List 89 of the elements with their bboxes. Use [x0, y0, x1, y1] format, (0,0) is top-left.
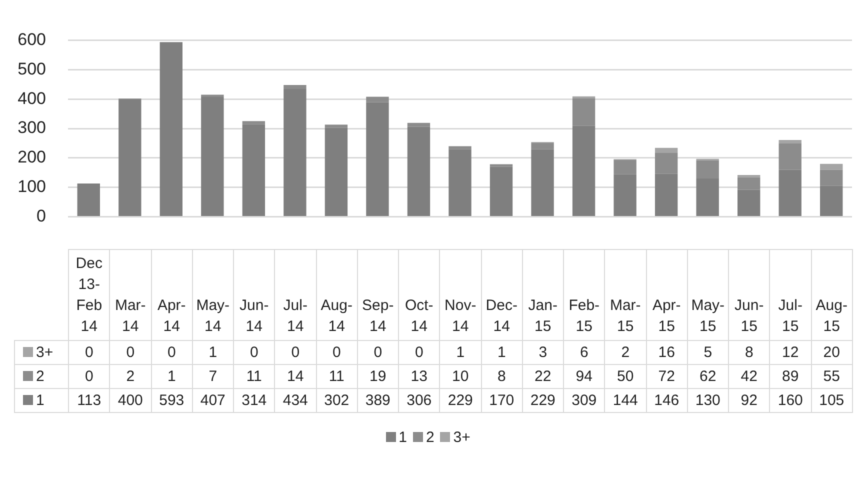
data-label: 0 — [151, 340, 192, 364]
data-label: 22 — [522, 364, 564, 388]
text: 3+ — [453, 429, 470, 446]
y-tick-label: 0 — [36, 206, 46, 226]
data-label: 434 — [274, 388, 316, 412]
data-label: 94 — [564, 364, 605, 388]
data-label: 1 — [151, 364, 192, 388]
legend-label: 2 — [36, 368, 44, 385]
data-label: 0 — [68, 364, 110, 388]
y-tick-label: 200 — [18, 148, 46, 167]
x-tick-label: Feb-15 — [564, 250, 605, 340]
text: 1 — [398, 429, 407, 446]
data-label: 1 — [440, 340, 481, 364]
data-label: 0 — [357, 340, 398, 364]
data-label: 105 — [811, 388, 852, 412]
data-label: 11 — [234, 364, 275, 388]
data-label: 92 — [728, 388, 770, 412]
x-tick-label: Apr-14 — [151, 250, 192, 340]
data-label: 400 — [110, 388, 151, 412]
data-label: 50 — [604, 364, 646, 388]
x-tick-label: Dec 13-Feb 14 — [68, 250, 110, 340]
data-label: 2 — [110, 364, 151, 388]
data-label: 7 — [192, 364, 234, 388]
data-label: 5 — [687, 340, 728, 364]
data-label: 593 — [151, 388, 192, 412]
y-tick-label: 400 — [18, 88, 46, 108]
x-tick-label: Jan-15 — [522, 250, 564, 340]
data-label: 0 — [398, 340, 440, 364]
data-label: 89 — [770, 364, 811, 388]
data-label: 8 — [728, 340, 770, 364]
data-label: 13 — [398, 364, 440, 388]
data-label: 0 — [274, 340, 316, 364]
y-tick-label: 300 — [18, 118, 46, 138]
data-label: 1 — [192, 340, 234, 364]
data-label: 55 — [811, 364, 852, 388]
data-label: 42 — [728, 364, 770, 388]
data-label: 170 — [481, 388, 522, 412]
data-label: 1 — [481, 340, 522, 364]
data-label: 130 — [687, 388, 728, 412]
x-tick-label: Dec-14 — [481, 250, 522, 340]
x-tick-label: May-15 — [687, 250, 728, 340]
data-label: 3 — [522, 340, 564, 364]
data-label: 20 — [811, 340, 852, 364]
data-label: 12 — [770, 340, 811, 364]
text: 2 — [426, 429, 434, 446]
data-label: 306 — [398, 388, 440, 412]
x-tick-label: Jun-15 — [728, 250, 770, 340]
data-label: 302 — [316, 388, 358, 412]
data-label: 389 — [357, 388, 398, 412]
x-tick-label: Jun-14 — [234, 250, 275, 340]
data-label: 11 — [316, 364, 358, 388]
data-label: 0 — [110, 340, 151, 364]
data-label: 407 — [192, 388, 234, 412]
data-label: 16 — [646, 340, 688, 364]
data-label: 160 — [770, 388, 811, 412]
x-tick-label: Jul-14 — [274, 250, 316, 340]
x-tick-label: Nov-14 — [440, 250, 481, 340]
data-label: 113 — [68, 388, 110, 412]
x-tick-label: May-14 — [192, 250, 234, 340]
data-label: 309 — [564, 388, 605, 412]
data-label: 72 — [646, 364, 688, 388]
data-label: 0 — [316, 340, 358, 364]
data-label: 19 — [357, 364, 398, 388]
data-label: 146 — [646, 388, 688, 412]
data-label: 144 — [604, 388, 646, 412]
data-label: 229 — [522, 388, 564, 412]
x-tick-label: Jul-15 — [770, 250, 811, 340]
data-label: 314 — [234, 388, 275, 412]
data-label: 10 — [440, 364, 481, 388]
x-tick-label: Sep-14 — [357, 250, 398, 340]
data-label: 229 — [440, 388, 481, 412]
data-label: 14 — [274, 364, 316, 388]
y-tick-label: 500 — [18, 59, 46, 78]
x-tick-label: Apr-15 — [646, 250, 688, 340]
x-tick-label: Mar-15 — [604, 250, 646, 340]
x-tick-label: Mar-14 — [110, 250, 151, 340]
data-label: 62 — [687, 364, 728, 388]
data-label: 0 — [234, 340, 275, 364]
x-tick-label: Oct-14 — [398, 250, 440, 340]
data-label: 6 — [564, 340, 605, 364]
x-tick-label: Aug-14 — [316, 250, 358, 340]
y-tick-label: 100 — [18, 177, 46, 196]
legend-label: 1 — [36, 392, 44, 409]
data-label: 2 — [604, 340, 646, 364]
y-tick-label: 600 — [18, 30, 46, 49]
legend-label: 3+ — [36, 344, 54, 361]
data-label: 0 — [68, 340, 110, 364]
x-tick-label: Aug-15 — [811, 250, 852, 340]
data-label: 8 — [481, 364, 522, 388]
